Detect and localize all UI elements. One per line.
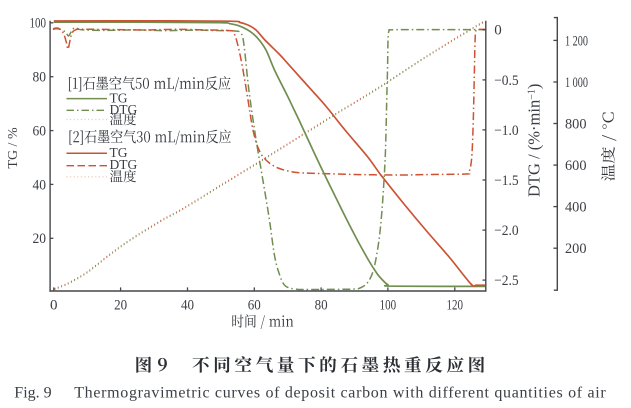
svg-text:60: 60 [33,124,47,140]
svg-text:1 000: 1 000 [565,75,588,91]
svg-text:200: 200 [565,241,587,257]
svg-text:Thermogravimetric curves of de: Thermogravimetric curves of deposit carb… [74,385,606,402]
svg-text:DTG / (%·min−1): DTG / (%·min−1) [525,84,544,197]
svg-text:20: 20 [33,231,47,247]
svg-text:−0.5: −0.5 [494,73,519,89]
svg-text:120: 120 [447,298,464,314]
svg-text:−1.0: −1.0 [494,123,519,139]
svg-text:20: 20 [114,298,127,314]
svg-text:DTG: DTG [110,157,138,172]
svg-text:600: 600 [565,158,587,174]
svg-text:60: 60 [248,298,261,314]
svg-text:−2.0: −2.0 [494,223,519,239]
svg-text:−1.5: −1.5 [494,173,519,189]
svg-text:400: 400 [565,200,587,216]
svg-text:1 200: 1 200 [565,33,588,49]
svg-text:0: 0 [494,23,502,39]
svg-text:80: 80 [315,298,328,314]
svg-text:40: 40 [181,298,194,314]
svg-text:40: 40 [33,177,47,193]
svg-text:100: 100 [380,298,397,314]
svg-text:0: 0 [50,298,58,314]
svg-text:TG: TG [110,145,128,160]
svg-text:100: 100 [30,16,47,32]
svg-text:Fig. 9: Fig. 9 [14,385,51,402]
svg-text:TG / %: TG / % [6,127,21,169]
svg-text:800: 800 [565,116,587,132]
svg-text:−2.5: −2.5 [494,273,519,289]
svg-text:TG: TG [110,90,128,105]
svg-text:80: 80 [33,70,47,86]
